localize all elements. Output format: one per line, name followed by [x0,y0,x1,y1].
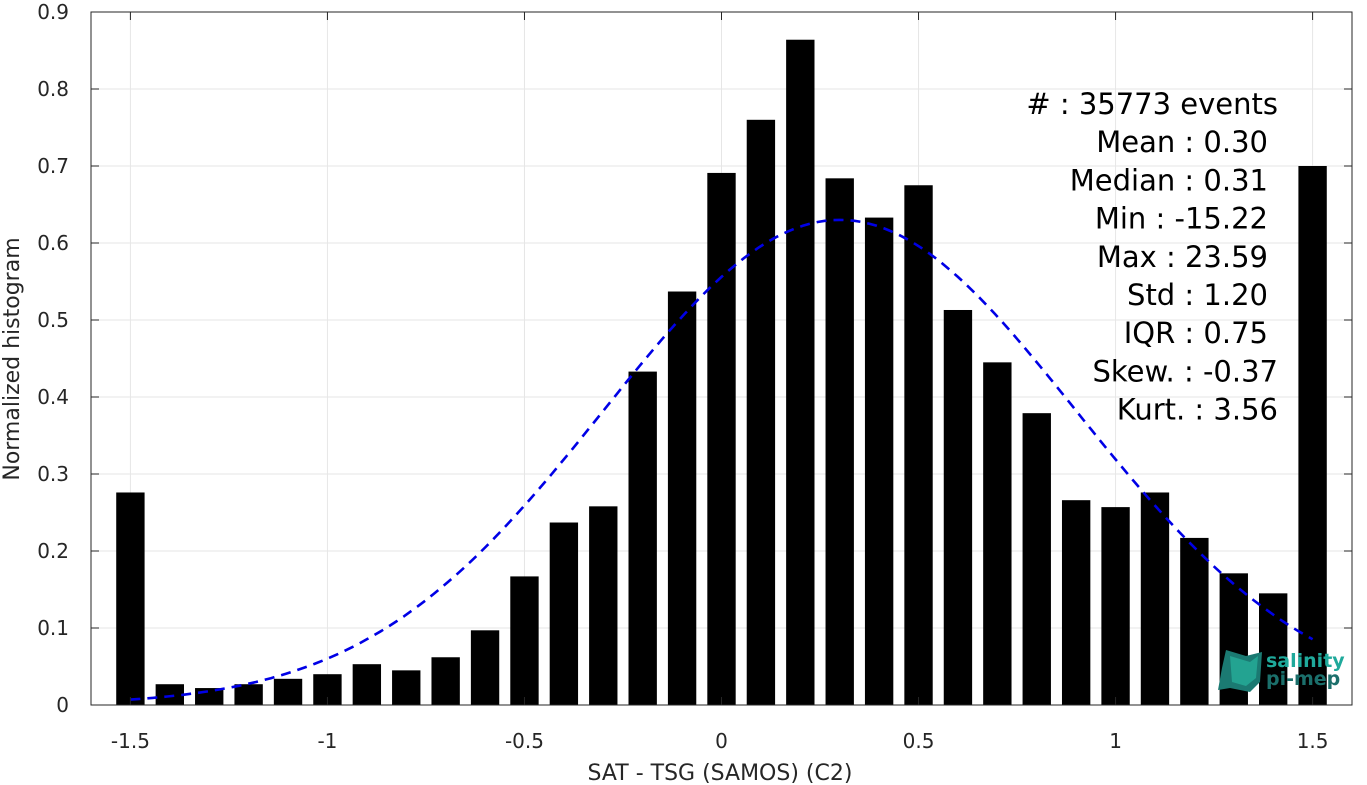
histogram-bar-30 [1298,166,1327,705]
y-tick-label: 0.1 [37,616,69,640]
logo-cube-face [1230,656,1258,686]
x-tick-label: -1.5 [111,729,150,753]
y-axis-label: Normalized histogram [0,237,25,480]
y-tick-label: 0.7 [37,154,69,178]
x-tick-label: 0 [715,729,728,753]
histogram-bar-29 [1259,593,1288,705]
y-tick-label: 0.4 [37,385,69,409]
stats-line: Mean : 0.30 [1096,125,1268,159]
histogram-bar-10 [510,576,539,705]
histogram-bar-22 [983,362,1012,705]
histogram-bar-15 [707,172,736,705]
histogram-bar-7 [392,670,421,705]
y-tick-label: 0.5 [37,308,69,332]
histogram-bar-26 [1140,492,1170,705]
y-tick-label: 0.9 [37,0,69,24]
histogram-bars [116,39,1327,706]
x-axis-label: SAT - TSG (SAMOS) (C2) [588,761,853,785]
histogram-bar-21 [943,309,973,705]
histogram-bar-20 [904,185,933,705]
y-tick-label: 0.8 [37,77,69,101]
histogram-bar-12 [589,506,618,705]
y-tick-labels: 0 0.1 0.2 0.3 0.4 0.5 0.6 0.7 0.8 0.9 [37,0,69,717]
x-tick-label: -1 [317,729,337,753]
stats-line: # : 35773 events [1026,87,1278,121]
histogram-bar-23 [1022,413,1051,705]
histogram-bar-13 [628,371,657,705]
stats-line: Kurt. : 3.56 [1117,393,1278,427]
salinity-pi-mep-logo: salinity pi-mep [1218,650,1345,692]
histogram-bar-17 [786,39,815,706]
logo-text-pi-mep: pi-mep [1266,668,1340,690]
y-tick-label: 0.3 [37,462,69,486]
histogram-bar-14 [667,291,697,705]
histogram-bar-4 [273,678,303,705]
histogram-bar-3 [234,684,263,705]
statistics-annotation: # : 35773 events Mean : 0.30 Median : 0.31… [1026,87,1278,427]
histogram-bar-0 [116,492,145,705]
x-tick-labels: -1.5 -1 -0.5 0 0.5 1 1.5 [111,729,1329,753]
histogram-bar-1 [155,684,184,705]
stats-line: Median : 0.31 [1070,163,1268,197]
stats-line: IQR : 0.75 [1124,316,1268,350]
histogram-bar-19 [864,217,894,705]
histogram-bar-11 [549,522,579,705]
stats-line: Std : 1.20 [1127,278,1268,312]
y-tick-label: 0.2 [37,539,69,563]
axis-ticks [91,11,1352,706]
histogram-bar-24 [1061,500,1091,705]
stats-line: Min : -15.22 [1095,202,1268,236]
y-tick-label: 0 [56,693,69,717]
histogram-bar-9 [470,630,500,705]
histogram-bar-16 [746,119,776,706]
x-tick-label: 1.5 [1297,729,1329,753]
x-tick-label: 1 [1109,729,1122,753]
histogram-bar-18 [825,178,854,705]
histogram-bar-6 [352,664,382,705]
histogram-bar-25 [1101,507,1130,705]
y-tick-label: 0.6 [37,231,69,255]
logo-text-salinity: salinity [1266,650,1345,672]
histogram-bar-8 [431,657,460,705]
stats-line: Skew. : -0.37 [1092,354,1278,388]
x-tick-label: 0.5 [903,729,935,753]
histogram-bar-27 [1180,537,1209,705]
gaussian-fit-curve [130,218,1314,701]
stats-line: Max : 23.59 [1097,240,1268,274]
x-tick-label: -0.5 [505,729,544,753]
